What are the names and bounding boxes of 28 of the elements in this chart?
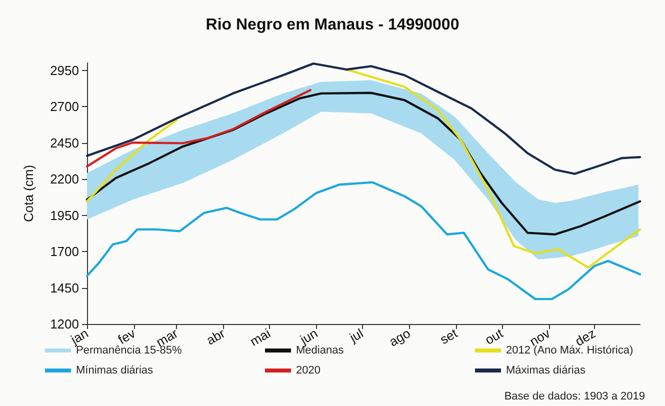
y-tick-label: 2200	[50, 172, 79, 186]
x-tick-label: mai	[247, 325, 274, 349]
x-tick-label: set	[437, 325, 460, 348]
legend-label: Permanência 15-85%	[76, 344, 182, 356]
x-tick-label: jul	[346, 325, 366, 346]
legend-label: Mínimas diárias	[76, 364, 154, 376]
line-series	[86, 62, 642, 175]
legend-label: 2012 (Ano Máx. Histórica)	[506, 344, 634, 356]
x-tick-label: abr	[204, 325, 228, 348]
x-tick-label: fev	[115, 325, 138, 348]
line-series	[86, 181, 642, 300]
y-tick-label: 1950	[50, 208, 79, 223]
chart-title: Rio Negro em Manaus - 14990000	[206, 16, 460, 34]
legend-label: Máximas diárias	[506, 364, 586, 376]
y-axis-title: Cota (cm)	[21, 164, 36, 222]
y-tick-label: 2700	[50, 99, 79, 114]
x-tick-label: out	[482, 325, 506, 348]
y-tick-label: 1700	[50, 244, 79, 259]
legend-label: Medianas	[296, 344, 344, 356]
line-series	[86, 89, 312, 168]
x-tick-label: ago	[386, 326, 413, 350]
y-tick-label: 2950	[50, 62, 79, 78]
y-tick-label: 2450	[50, 135, 79, 150]
y-tick-label: 1200	[50, 316, 79, 332]
legend-label: 2020	[296, 364, 320, 376]
y-tick-label: 1450	[50, 280, 79, 296]
line-series	[86, 92, 642, 236]
text: Base de dados: 1903 a 2019	[504, 390, 646, 402]
